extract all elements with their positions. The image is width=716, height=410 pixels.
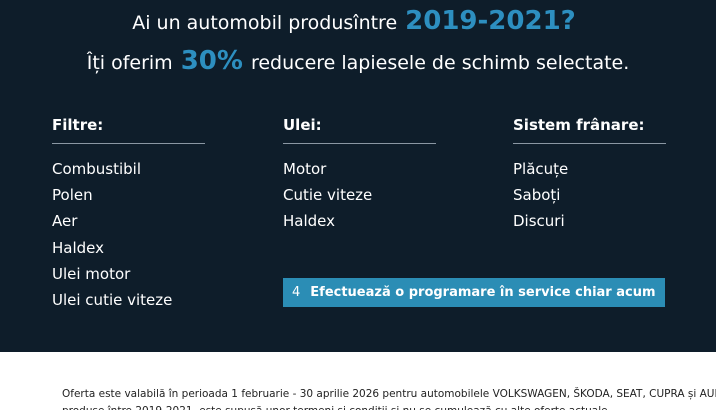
column-title: Sistem frânare:	[513, 116, 666, 144]
footer-line: Oferta este valabilă în perioada 1 febru…	[62, 388, 716, 400]
list-item: Haldex	[52, 238, 105, 257]
list-item: Cutie viteze	[283, 186, 373, 205]
column-title: Ulei:	[283, 116, 436, 144]
headline-text: Îți oferim	[86, 52, 173, 74]
headline-line: Ai un automobil produsîntre 2019-2021?	[0, 6, 716, 36]
list-item: Motor	[283, 160, 327, 178]
column: Ulei: Motor Cutie viteze Haldex	[283, 116, 443, 235]
column-title: Filtre:	[52, 116, 205, 144]
list-item: Saboți	[513, 186, 561, 205]
button-icon: 4	[292, 285, 301, 300]
column: Sistem frânare: Plăcuțe Saboți Discuri	[513, 116, 673, 235]
button-label: Efectuează o programare în service chiar…	[310, 285, 656, 300]
item-list: Combustibil Polen Aer Haldex Ulei motor Ulei …	[52, 156, 212, 313]
list-item: Combustibil	[52, 160, 142, 178]
list-item: Aer	[52, 212, 78, 231]
footer: Oferta este valabilă în perioada 1 febru…	[62, 386, 716, 410]
cta-button[interactable]: 4 Efectuează o programare în service chia…	[283, 278, 665, 307]
headline-highlight: 2019-2021?	[405, 6, 576, 36]
list-item: Ulei cutie viteze	[52, 290, 173, 309]
item-list: Plăcuțe Saboți Discuri	[513, 156, 673, 235]
column: Filtre: Combustibil Polen Aer Haldex Ulei mot…	[52, 116, 212, 313]
headline-text: reducere lapiesele de schimb selectate.	[250, 52, 630, 74]
headline-text: Ai un automobil produsîntre	[132, 12, 398, 34]
promo-panel: Ai un automobil produsîntre 2019-2021? Îț…	[0, 0, 716, 352]
headline-highlight: 30%	[180, 46, 243, 76]
list-item: Plăcuțe	[513, 160, 569, 178]
list-item: Haldex	[283, 212, 336, 231]
footer-line: produse între 2019-2021, este supusă uno…	[62, 403, 716, 410]
list-item: Ulei motor	[52, 264, 131, 283]
list-item: Discuri	[513, 212, 565, 231]
headline-line: Îți oferim 30% reducere lapiesele de schim…	[0, 46, 716, 76]
list-item: Polen	[52, 186, 93, 205]
item-list: Motor Cutie viteze Haldex	[283, 156, 443, 235]
